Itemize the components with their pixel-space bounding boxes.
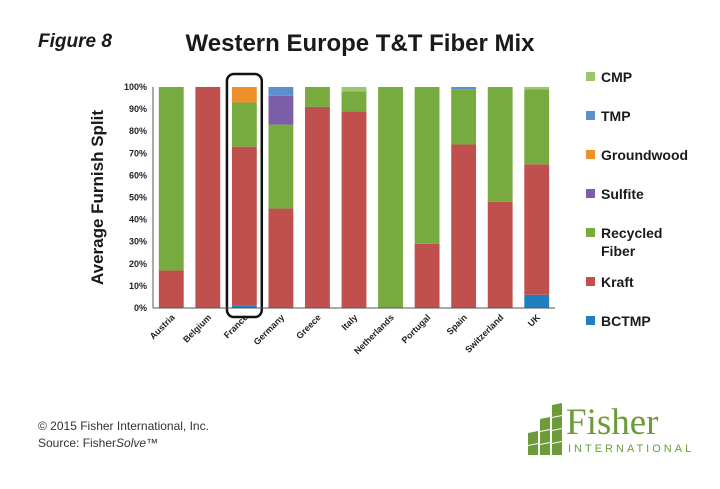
source-prefix: Source: Fisher (38, 436, 117, 450)
y-tick-label: 80% (129, 126, 147, 136)
bar-segment (231, 87, 257, 103)
legend-label: Fiber (601, 243, 636, 259)
bar-segment (487, 87, 513, 202)
bar-segment (305, 106, 330, 308)
y-tick-label: 20% (129, 259, 147, 269)
legend-label: Sulfite (601, 186, 644, 202)
category-label: Belgium (181, 312, 213, 344)
copyright-text: © 2015 Fisher International, Inc. (38, 419, 209, 433)
bar-segment (305, 87, 330, 107)
category-label: Spain (445, 312, 469, 336)
source-suffix: ™ (146, 436, 159, 450)
legend-swatch (586, 72, 595, 81)
bar-segment (158, 270, 184, 308)
category-label: Switzerland (463, 312, 505, 354)
bar-segment (341, 91, 367, 112)
y-axis-title: Average Furnish Split (88, 110, 107, 285)
bar-segment (414, 243, 440, 308)
legend-swatch (586, 189, 595, 198)
bar-segment (231, 102, 257, 147)
bar-segment (268, 124, 294, 209)
legend-label: CMP (601, 69, 632, 85)
bar-segment (524, 294, 550, 308)
y-tick-label: 40% (129, 215, 147, 225)
source-text: Source: FisherSolve™ (38, 435, 209, 452)
fisher-logo-icon (528, 403, 562, 455)
legend-label: Recycled (601, 225, 662, 241)
bar-segment (341, 87, 367, 92)
bar-segment (341, 111, 367, 308)
bar-segment (524, 87, 550, 90)
bar-segment (231, 146, 257, 306)
legend-label: Groundwood (601, 147, 688, 163)
chart-title: Western Europe T&T Fiber Mix (185, 30, 535, 57)
bar-segment (451, 87, 477, 90)
highlight-box (225, 72, 264, 319)
bar-segment (158, 87, 184, 271)
legend-swatch (586, 111, 595, 120)
bar-segment (451, 144, 477, 308)
y-tick-label: 30% (129, 237, 147, 247)
y-tick-label: 90% (129, 104, 147, 114)
y-tick-label: 70% (129, 148, 147, 158)
bar-segment (524, 89, 550, 165)
bar-segment (268, 208, 294, 308)
figure-label: Figure 8 (38, 31, 112, 52)
legend-swatch (586, 150, 595, 159)
legend-swatch (586, 316, 595, 325)
category-label: Greece (294, 312, 323, 341)
bar-segment (414, 87, 440, 244)
category-label: Italy (340, 312, 360, 332)
y-tick-label: 10% (129, 281, 147, 291)
bar-segment (231, 305, 257, 308)
bar-segment (195, 87, 221, 308)
logo-name: Fisher (566, 402, 659, 443)
fisher-logo: Fisher INTERNATIONAL (522, 402, 691, 458)
logo-subtitle: INTERNATIONAL (568, 443, 695, 455)
y-tick-label: 0% (134, 303, 147, 313)
bar-segment (524, 164, 550, 295)
legend-swatch (586, 228, 595, 237)
legend-label: BCTMP (601, 313, 651, 329)
legend-label: Kraft (601, 274, 634, 290)
footer: © 2015 Fisher International, Inc. Source… (38, 418, 209, 452)
bar-segment (487, 201, 513, 308)
category-label: UK (526, 312, 543, 329)
y-tick-label: 50% (129, 193, 147, 203)
y-tick-label: 100% (124, 82, 147, 92)
bar-segment (268, 87, 294, 96)
legend-swatch (586, 277, 595, 286)
category-label: Austria (148, 312, 178, 342)
bar-segment (378, 87, 403, 308)
legend-label: TMP (601, 108, 631, 124)
y-tick-label: 60% (129, 170, 147, 180)
bar-segment (451, 89, 477, 145)
bar-segment (268, 95, 294, 125)
source-product: Solve (116, 436, 147, 450)
category-label: Portugal (400, 312, 433, 345)
